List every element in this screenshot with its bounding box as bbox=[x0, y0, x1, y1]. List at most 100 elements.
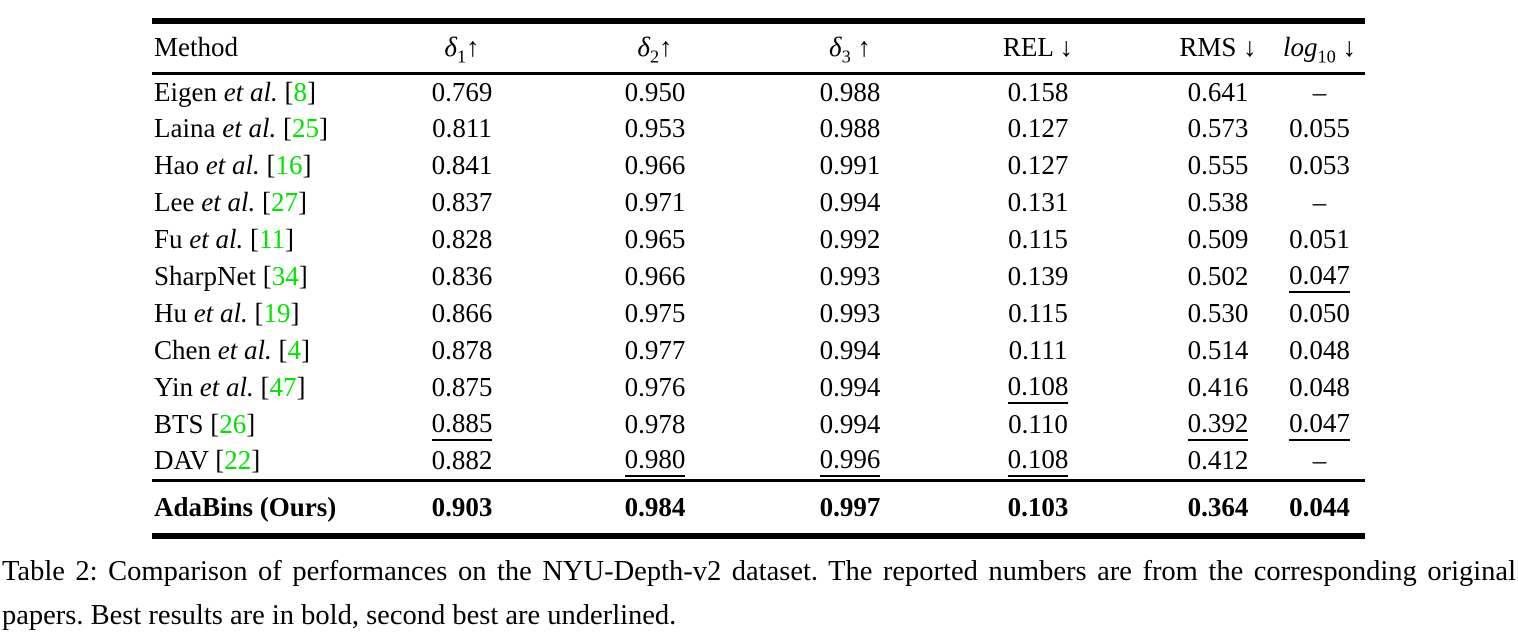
down-arrow-icon: ↓ bbox=[1052, 32, 1074, 63]
metric-cell-delta2: 0.978 bbox=[624, 409, 686, 439]
underlined-value: 0.392 bbox=[1187, 408, 1249, 442]
et-al-label: et al. bbox=[182, 224, 244, 254]
metric-cell-delta3: 0.988 bbox=[819, 113, 881, 143]
up-arrow-icon: ↑ bbox=[466, 32, 480, 63]
header-row: Method δ1↑ δ2↑ δ3 ↑ REL ↓ RMS ↓ log10 ↓ bbox=[152, 21, 1365, 73]
et-al-label: et al. bbox=[187, 298, 248, 328]
metric-subscript: 1 bbox=[456, 46, 467, 67]
method-cell: AdaBins (Ours) bbox=[152, 480, 400, 536]
citation-number: 47 bbox=[269, 372, 297, 402]
metric-cell-delta2: 0.965 bbox=[624, 224, 686, 254]
underlined-value: 0.047 bbox=[1289, 260, 1350, 294]
metric-cell-log10: 0.050 bbox=[1289, 298, 1350, 328]
citation-number: 34 bbox=[271, 261, 299, 291]
metric-cell-rms: 0.555 bbox=[1187, 150, 1249, 180]
citation-number: 16 bbox=[275, 150, 303, 180]
et-al-label: et al. bbox=[215, 113, 277, 143]
citation-number: 19 bbox=[263, 298, 291, 328]
table-row: Lee et al. [27] 0.837 0.971 0.994 0.131 0.538… bbox=[152, 184, 1365, 221]
metric-cell-delta2: 0.977 bbox=[624, 335, 686, 365]
method-cell: Chen et al. [4] bbox=[154, 335, 310, 365]
table-row: Fu et al. [11] 0.828 0.965 0.992 0.115 0.509 0… bbox=[152, 221, 1365, 258]
metric-cell-rel: 0.127 bbox=[1007, 113, 1069, 143]
method-cell: Laina et al. [25] bbox=[154, 113, 328, 143]
method-cell: DAV [22] bbox=[154, 445, 261, 476]
metric-cell-rms: 0.573 bbox=[1187, 113, 1249, 143]
metric-cell-log10: 0.055 bbox=[1289, 113, 1350, 143]
col-header-log10: log10 ↓ bbox=[1274, 21, 1365, 73]
metric-cell-log10: 0.053 bbox=[1289, 150, 1350, 180]
metric-cell-rms: 0.412 bbox=[1187, 445, 1249, 476]
method-name: Fu bbox=[154, 224, 183, 254]
table-row: Hu et al. [19] 0.866 0.975 0.993 0.115 0.530 0… bbox=[152, 295, 1365, 332]
metric-cell-delta1: 0.878 bbox=[431, 335, 493, 365]
table-row: Eigen et al. [8] 0.769 0.950 0.988 0.158 0.64… bbox=[152, 73, 1365, 110]
metric-symbol: REL bbox=[1002, 32, 1053, 63]
citation-number: 22 bbox=[224, 445, 252, 476]
table-row: Hao et al. [16] 0.841 0.966 0.991 0.127 0.555… bbox=[152, 147, 1365, 184]
method-name: Chen bbox=[154, 335, 211, 365]
metric-cell-delta3: 0.993 bbox=[819, 261, 881, 291]
metric-cell-delta1: 0.866 bbox=[431, 298, 493, 328]
method-name: BTS bbox=[154, 409, 204, 439]
metric-symbol: log bbox=[1282, 32, 1318, 63]
table-row: Yin et al. [47] 0.875 0.976 0.994 0.108 0.416… bbox=[152, 369, 1365, 406]
method-cell: Lee et al. [27] bbox=[154, 187, 307, 217]
metric-cell-delta3: 0.994 bbox=[819, 335, 881, 365]
metric-cell-delta3: 0.997 bbox=[819, 491, 881, 522]
method-cell: SharpNet [34] bbox=[154, 261, 308, 291]
method-name: DAV bbox=[154, 445, 209, 476]
metric-subscript: 2 bbox=[649, 46, 660, 67]
metric-cell-delta1: 0.841 bbox=[431, 150, 493, 180]
metric-cell-delta1: 0.875 bbox=[431, 372, 493, 402]
metric-cell-log10: 0.047 bbox=[1274, 406, 1365, 443]
metric-symbol: RMS bbox=[1179, 32, 1237, 63]
metric-cell-delta1: 0.903 bbox=[431, 491, 493, 522]
citation-number: 11 bbox=[259, 224, 286, 254]
table-row: DAV [22] 0.882 0.980 0.996 0.108 0.412 – bbox=[152, 443, 1365, 480]
metric-cell-delta3: 0.992 bbox=[819, 224, 881, 254]
metric-cell-rms: 0.392 bbox=[1162, 406, 1274, 443]
col-header-rms: RMS ↓ bbox=[1162, 21, 1274, 73]
metric-cell-rel: 0.127 bbox=[1007, 150, 1069, 180]
et-al-label: et al. bbox=[193, 372, 254, 402]
metric-cell-delta3: 0.994 bbox=[819, 372, 881, 402]
method-cell: Eigen et al. [8] bbox=[154, 76, 316, 107]
method-cell: Fu et al. [11] bbox=[154, 224, 295, 254]
metric-cell-delta3: 0.988 bbox=[819, 76, 881, 107]
metric-cell-delta3: 0.993 bbox=[819, 298, 881, 328]
table-caption: Table 2: Comparison of performances on t… bbox=[2, 556, 1516, 631]
citation-number: 25 bbox=[291, 113, 319, 143]
citation-number: 8 bbox=[293, 76, 307, 107]
metric-cell-delta1: 0.811 bbox=[432, 113, 492, 143]
method-cell: Yin et al. [47] bbox=[154, 372, 306, 402]
metric-cell-log10: 0.047 bbox=[1274, 258, 1365, 295]
underlined-value: 0.980 bbox=[624, 445, 686, 478]
et-al-label: et al. bbox=[198, 150, 260, 180]
metric-cell-delta2: 0.953 bbox=[624, 113, 686, 143]
metric-cell-delta1: 0.769 bbox=[431, 76, 493, 107]
citation-number: 27 bbox=[270, 187, 298, 217]
metric-cell-delta2: 0.976 bbox=[624, 372, 686, 402]
underlined-value: 0.047 bbox=[1289, 408, 1350, 442]
up-arrow-icon: ↑ bbox=[659, 32, 673, 63]
et-al-label: et al. bbox=[194, 187, 256, 217]
citation-number: 26 bbox=[219, 409, 247, 439]
metric-cell-delta2: 0.966 bbox=[624, 150, 686, 180]
table-row: BTS [26] 0.885 0.978 0.994 0.110 0.392 0.047 bbox=[152, 406, 1365, 443]
metric-cell-log10: – bbox=[1312, 187, 1327, 217]
metric-cell-delta2: 0.971 bbox=[624, 187, 686, 217]
metric-symbol: δ bbox=[444, 32, 457, 63]
citation-number: 4 bbox=[287, 335, 302, 365]
metric-cell-delta3: 0.994 bbox=[819, 409, 881, 439]
metric-symbol: δ bbox=[829, 32, 842, 63]
metric-cell-delta2: 0.966 bbox=[624, 261, 686, 291]
table-header: Method δ1↑ δ2↑ δ3 ↑ REL ↓ RMS ↓ log10 ↓ bbox=[152, 21, 1365, 73]
metric-cell-log10: – bbox=[1312, 76, 1327, 107]
metric-cell-delta1: 0.828 bbox=[431, 224, 493, 254]
metric-cell-rms: 0.509 bbox=[1187, 224, 1249, 254]
metric-subscript: 10 bbox=[1317, 46, 1336, 67]
col-header-method: Method bbox=[154, 32, 238, 63]
method-name: Hao bbox=[154, 150, 199, 180]
up-arrow-icon: ↑ bbox=[850, 32, 872, 63]
